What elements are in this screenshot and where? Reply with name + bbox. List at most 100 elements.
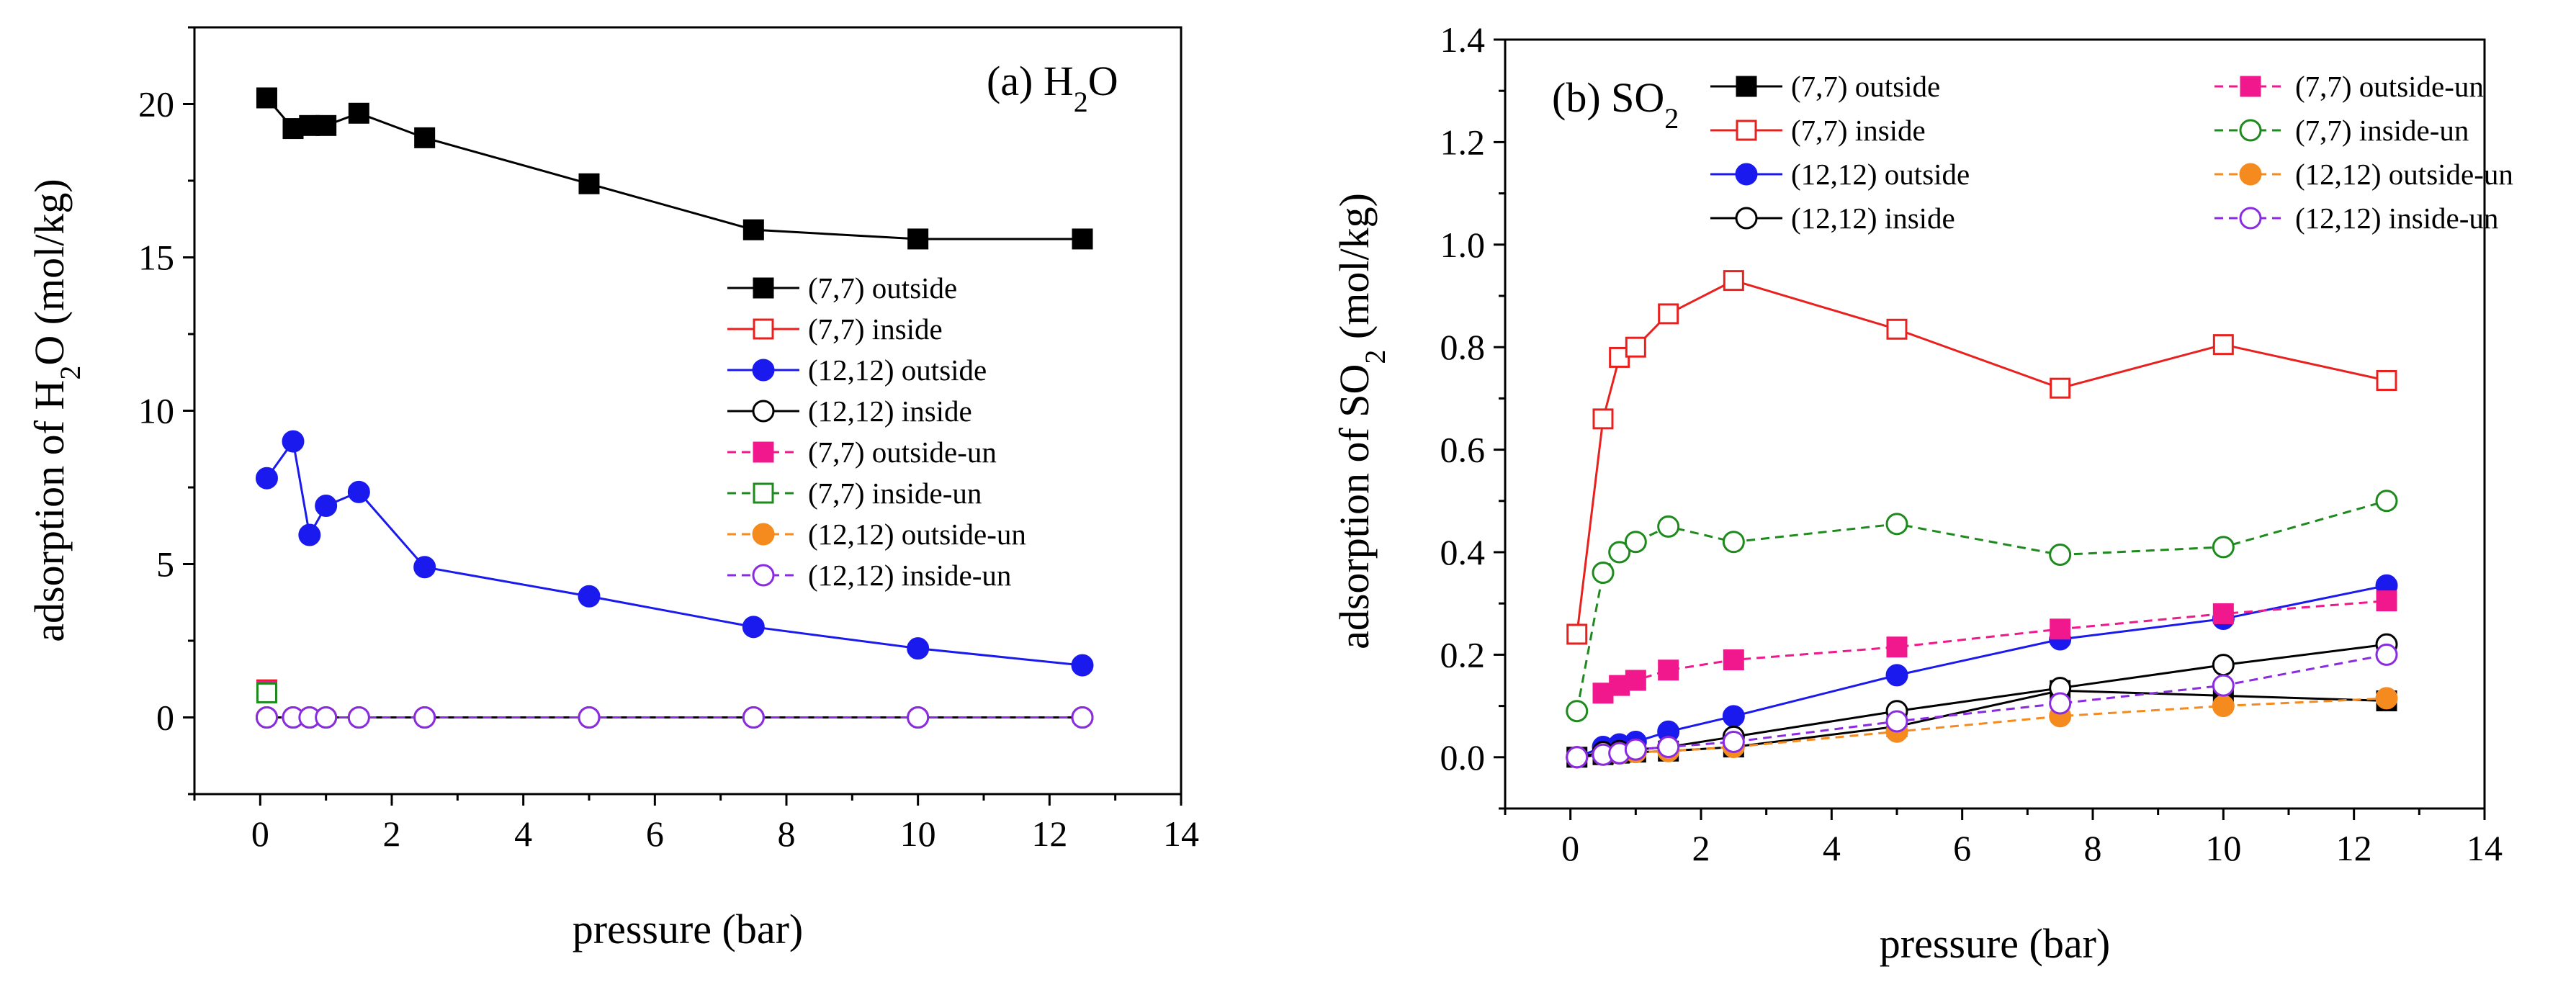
x-tick-label: 0: [1561, 828, 1579, 868]
data-point: [578, 706, 601, 729]
panel-b-y-axis-title: adsorption of SO2 (mol/kg): [1331, 193, 1391, 649]
legend-entry: (7,7) outside-un: [2214, 70, 2484, 103]
data-point: [1624, 531, 1647, 554]
panel-a-title: (a) H2O: [987, 58, 1118, 118]
legend-label: (7,7) inside-un: [2295, 114, 2469, 147]
x-tick-label: 8: [778, 814, 796, 854]
data-point: [1885, 513, 1908, 536]
data-point: [2050, 377, 2071, 399]
data-point: [2212, 536, 2235, 559]
x-tick-label: 14: [1163, 814, 1199, 854]
x-tick-label: 14: [2467, 828, 2503, 868]
series-line: [1602, 600, 2387, 695]
legend-label: (12,12) inside-un: [808, 559, 1011, 592]
legend-marker: [2239, 207, 2262, 230]
x-tick-label: 12: [2336, 828, 2372, 868]
legend-marker: [1735, 207, 1758, 230]
data-point: [256, 682, 277, 703]
legend-marker: [753, 441, 774, 463]
legend-marker: [752, 359, 775, 382]
data-point: [1722, 730, 1745, 753]
data-point: [907, 228, 929, 250]
x-tick-label: 6: [1953, 828, 1971, 868]
series-line: [266, 438, 1083, 667]
legend-marker: [1736, 120, 1757, 141]
data-point: [578, 585, 601, 608]
legend-marker: [1736, 76, 1757, 97]
y-tick-label: 20: [138, 84, 174, 125]
data-point: [1624, 738, 1647, 761]
legend-label: (7,7) inside-un: [808, 477, 982, 510]
data-point: [1722, 531, 1745, 554]
series-7-7-outside: [256, 87, 1093, 250]
data-point: [414, 127, 436, 148]
data-point: [578, 173, 600, 194]
y-tick-label: 10: [138, 391, 174, 431]
data-point: [1885, 710, 1908, 733]
legend-entry: (7,7) outside: [1710, 70, 1940, 103]
legend-marker: [2239, 119, 2262, 142]
series-line: [1576, 643, 2387, 759]
legend-marker: [1735, 163, 1758, 186]
panel-b-axis-ticks: 0 2 4 6 8 10 12 14 0.0 0.2 0.4 0.6 0.8 1.0 1.2 1.4: [1440, 19, 2503, 868]
panel-b-title: (b) SO2: [1552, 74, 1679, 135]
panel-b-legend: (7,7) outside (7,7) inside (12,12) outside…: [1710, 70, 2513, 235]
legend-entry: (12,12) outside: [1710, 158, 1970, 191]
legend-label: (7,7) outside-un: [2295, 70, 2484, 103]
legend-label: (12,12) outside-un: [808, 518, 1026, 551]
data-point: [1886, 318, 1908, 340]
y-tick-label: 1.4: [1440, 19, 1486, 60]
y-tick-label: 0.4: [1440, 532, 1486, 572]
data-point: [742, 219, 764, 240]
x-tick-label: 4: [514, 814, 532, 854]
series-12-12-outside: [1566, 574, 2398, 769]
data-point: [1722, 705, 1745, 728]
data-point: [742, 706, 765, 729]
x-tick-label: 2: [1692, 828, 1710, 868]
data-point: [1625, 336, 1646, 358]
y-tick-label: 0: [156, 698, 174, 738]
data-point: [2049, 544, 2072, 567]
legend-label: (12,12) inside: [808, 395, 972, 428]
data-point: [1657, 515, 1680, 538]
data-point: [1071, 654, 1094, 677]
x-tick-label: 0: [251, 814, 269, 854]
panel-a-x-axis-title: pressure (bar): [573, 906, 803, 952]
panel-b-series: [1566, 270, 2398, 769]
data-point: [298, 523, 321, 546]
y-tick-label: 0.2: [1440, 634, 1486, 675]
data-point: [255, 706, 278, 729]
series-12-12-inside: [1566, 633, 2398, 769]
legend-entry: (7,7) inside: [727, 312, 943, 346]
data-point: [1658, 303, 1679, 325]
panel-a-plot-frame: [193, 26, 1182, 796]
series-line: [1576, 500, 2387, 711]
x-tick-label: 12: [1031, 814, 1067, 854]
panel-b-x-axis-title: pressure (bar): [1880, 920, 2110, 967]
panel-a-axis-ticks: 0 2 4 6 8 10 12 14 0 5 10 15 20: [138, 26, 1199, 854]
data-point: [1071, 706, 1094, 729]
data-point: [2050, 618, 2071, 640]
legend-marker: [753, 318, 774, 340]
y-tick-label: 0.0: [1440, 737, 1486, 778]
data-point: [907, 637, 930, 660]
data-point: [2375, 687, 2398, 710]
y-tick-label: 1.0: [1440, 225, 1486, 265]
data-point: [256, 87, 277, 109]
legend-label: (7,7) outside: [1791, 70, 1940, 103]
x-tick-label: 10: [2205, 828, 2241, 868]
data-point: [315, 706, 338, 729]
data-point: [347, 706, 370, 729]
data-point: [1625, 670, 1646, 691]
legend-label: (12,12) inside: [1791, 202, 1955, 235]
legend-label: (7,7) outside: [808, 271, 957, 305]
legend-label: (7,7) inside: [808, 312, 943, 346]
data-point: [2049, 692, 2072, 715]
data-point: [2375, 643, 2398, 666]
legend-marker: [752, 564, 775, 587]
legend-entry: (7,7) outside: [727, 271, 957, 305]
data-point: [1723, 649, 1744, 671]
panel-b-so2: 0 2 4 6 8 10 12 14 0.0 0.2 0.4 0.6 0.8 1.0 1.2 1.4 (7,7…: [1331, 19, 2513, 967]
data-point: [1566, 746, 1589, 769]
